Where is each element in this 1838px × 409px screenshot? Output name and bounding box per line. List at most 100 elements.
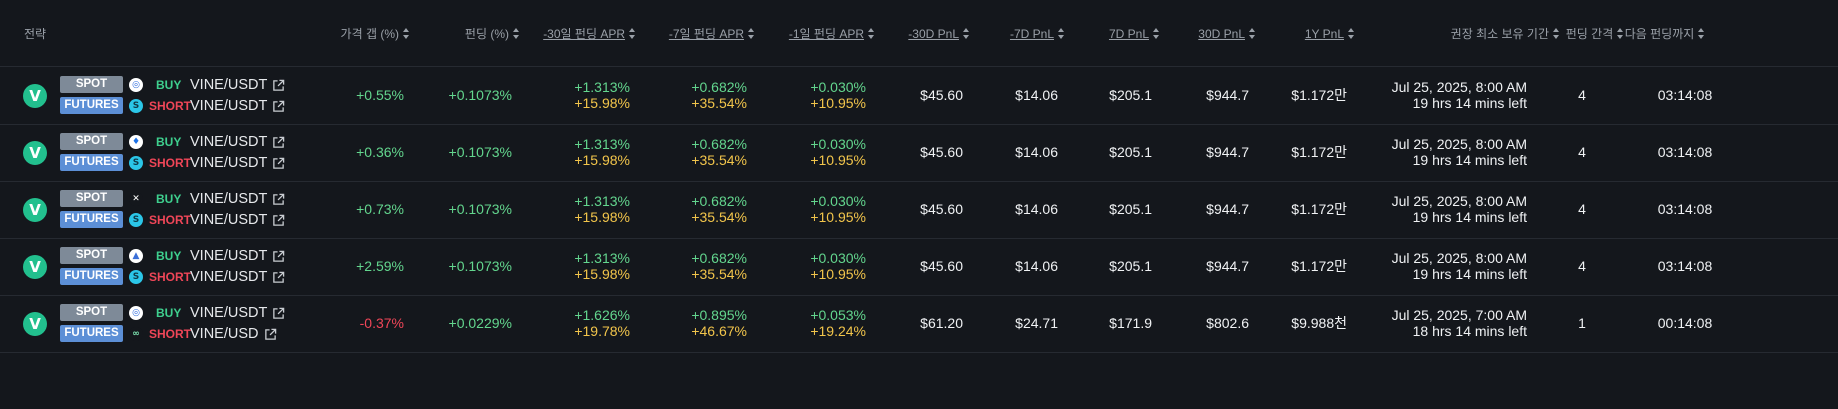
external-link-icon[interactable] bbox=[272, 136, 285, 149]
pnl-30d-value: $944.7 bbox=[1206, 258, 1249, 274]
pnl-7d-value: $171.9 bbox=[1109, 315, 1152, 331]
exchange-a-icon: ◎ bbox=[129, 78, 143, 92]
spot-pair[interactable]: VINE/USDT bbox=[190, 305, 268, 321]
spot-pair[interactable]: VINE/USDT bbox=[190, 248, 268, 264]
sort-icon bbox=[868, 28, 875, 39]
apr-30d-cell: +1.313% +15.98% bbox=[540, 135, 630, 171]
pnl-30d-value: $944.7 bbox=[1206, 201, 1249, 217]
apr-1d-cell: +0.030% +10.95% bbox=[776, 192, 866, 228]
apr-1d-cell: +0.053% +19.24% bbox=[776, 306, 866, 342]
pnl-1y-value: $1.172만 bbox=[1291, 258, 1347, 274]
pnl-7d-value: $205.1 bbox=[1109, 201, 1152, 217]
pnl-30d-value: $802.6 bbox=[1206, 315, 1249, 331]
apr-30d-annualized: +15.98% bbox=[574, 266, 630, 282]
spot-pair[interactable]: VINE/USDT bbox=[190, 191, 268, 207]
external-link-icon[interactable] bbox=[272, 214, 285, 227]
price-gap-value: +2.59% bbox=[356, 258, 404, 274]
spot-badge: SPOT bbox=[60, 304, 123, 321]
sort-icon bbox=[629, 28, 636, 39]
spot-badge: SPOT bbox=[60, 76, 123, 93]
apr-7d-annualized: +35.54% bbox=[691, 209, 747, 225]
apr-7d-cell: +0.682% +35.54% bbox=[657, 249, 747, 285]
external-link-icon[interactable] bbox=[272, 79, 285, 92]
holding-time-left: 19 hrs 14 mins left bbox=[1412, 209, 1527, 225]
holding-period-cell: Jul 25, 2025, 8:00 AM 19 hrs 14 mins lef… bbox=[1357, 78, 1527, 114]
next-funding-countdown: 03:14:08 bbox=[1657, 87, 1713, 103]
external-link-icon[interactable] bbox=[272, 307, 285, 320]
apr-1d-annualized: +10.95% bbox=[810, 266, 866, 282]
short-label: SHORT bbox=[149, 327, 191, 341]
table-row[interactable]: V SPOT FUTURES ◎ ∞ BUY SHORT VINE/USDT V… bbox=[0, 295, 1838, 353]
exchange-d-icon: ▲ bbox=[129, 249, 143, 263]
futures-pair[interactable]: VINE/USD bbox=[190, 326, 259, 342]
futures-badge: FUTURES bbox=[60, 154, 123, 171]
header-price-gap[interactable]: 가격 갭 (%) bbox=[320, 26, 410, 42]
apr-1d-value: +0.030% bbox=[810, 250, 866, 266]
vine-token-icon: V bbox=[23, 141, 47, 165]
header-next-funding[interactable]: 다음 펀딩까지 bbox=[1610, 26, 1720, 42]
funding-value: +0.1073% bbox=[448, 87, 512, 103]
header-funding[interactable]: 펀딩 (%) bbox=[430, 26, 520, 42]
exchange-f-icon: S bbox=[129, 213, 143, 227]
next-funding-countdown: 03:14:08 bbox=[1657, 144, 1713, 160]
funding-interval-value: 4 bbox=[1578, 201, 1586, 217]
funding-interval-value: 4 bbox=[1578, 258, 1586, 274]
apr-7d-cell: +0.682% +35.54% bbox=[657, 78, 747, 114]
header-min-holding-period[interactable]: 권장 최소 보유 기간 bbox=[1380, 26, 1560, 42]
pnl-minus-7d-value: $24.71 bbox=[1015, 315, 1058, 331]
apr-1d-cell: +0.030% +10.95% bbox=[776, 78, 866, 114]
apr-1d-value: +0.053% bbox=[810, 307, 866, 323]
spot-badge: SPOT bbox=[60, 247, 123, 264]
apr-1d-annualized: +19.24% bbox=[810, 323, 866, 339]
header-pnl-minus-7d[interactable]: -7D PnL bbox=[965, 26, 1065, 42]
header-apr-1d[interactable]: -1일 펀딩 APR bbox=[760, 26, 875, 42]
holding-date: Jul 25, 2025, 7:00 AM bbox=[1391, 307, 1527, 323]
external-link-icon[interactable] bbox=[272, 157, 285, 170]
table-row[interactable]: V SPOT FUTURES ◎ S BUY SHORT VINE/USDT V… bbox=[0, 67, 1838, 125]
header-pnl-30d[interactable]: 30D PnL bbox=[1156, 26, 1256, 42]
next-funding-countdown: 03:14:08 bbox=[1657, 201, 1713, 217]
external-link-icon[interactable] bbox=[272, 271, 285, 284]
header-funding-interval[interactable]: 펀딩 간격 bbox=[1555, 26, 1635, 42]
header-apr-30d[interactable]: -30일 펀딩 APR bbox=[520, 26, 636, 42]
pnl-1y-value: $9.988천 bbox=[1291, 315, 1347, 331]
table-row[interactable]: V SPOT FUTURES ▲ S BUY SHORT VINE/USDT V… bbox=[0, 238, 1838, 296]
header-pnl-minus-30d[interactable]: -30D PnL bbox=[870, 26, 970, 42]
external-link-icon[interactable] bbox=[272, 193, 285, 206]
pnl-minus-30d-value: $45.60 bbox=[920, 87, 963, 103]
exchange-b-icon: ♦ bbox=[129, 135, 143, 149]
apr-7d-value: +0.682% bbox=[691, 79, 747, 95]
table-row[interactable]: V SPOT FUTURES ✕ S BUY SHORT VINE/USDT V… bbox=[0, 181, 1838, 239]
apr-30d-value: +1.313% bbox=[574, 79, 630, 95]
spot-pair[interactable]: VINE/USDT bbox=[190, 134, 268, 150]
exchange-f-icon: S bbox=[129, 270, 143, 284]
pnl-minus-30d-value: $45.60 bbox=[920, 201, 963, 217]
pnl-7d-value: $205.1 bbox=[1109, 258, 1152, 274]
header-pnl-7d[interactable]: 7D PnL bbox=[1060, 26, 1160, 42]
futures-pair[interactable]: VINE/USDT bbox=[190, 98, 268, 114]
futures-pair[interactable]: VINE/USDT bbox=[190, 269, 268, 285]
apr-7d-value: +0.682% bbox=[691, 250, 747, 266]
apr-30d-value: +1.313% bbox=[574, 193, 630, 209]
buy-label: BUY bbox=[156, 78, 182, 92]
short-label: SHORT bbox=[149, 213, 191, 227]
header-apr-7d[interactable]: -7일 펀딩 APR bbox=[640, 26, 755, 42]
spot-badge: SPOT bbox=[60, 133, 123, 150]
spot-pair[interactable]: VINE/USDT bbox=[190, 77, 268, 93]
external-link-icon[interactable] bbox=[272, 100, 285, 113]
pnl-minus-7d-value: $14.06 bbox=[1015, 87, 1058, 103]
short-label: SHORT bbox=[149, 156, 191, 170]
holding-date: Jul 25, 2025, 8:00 AM bbox=[1391, 193, 1527, 209]
futures-pair[interactable]: VINE/USDT bbox=[190, 212, 268, 228]
apr-30d-cell: +1.313% +15.98% bbox=[540, 192, 630, 228]
futures-pair[interactable]: VINE/USDT bbox=[190, 155, 268, 171]
pnl-1y-value: $1.172만 bbox=[1291, 87, 1347, 103]
header-pnl-1y[interactable]: 1Y PnL bbox=[1255, 26, 1355, 42]
external-link-icon[interactable] bbox=[264, 328, 277, 341]
funding-interval-value: 4 bbox=[1578, 87, 1586, 103]
pnl-minus-30d-value: $45.60 bbox=[920, 144, 963, 160]
table-row[interactable]: V SPOT FUTURES ♦ S BUY SHORT VINE/USDT V… bbox=[0, 124, 1838, 182]
sort-icon bbox=[1058, 28, 1065, 39]
external-link-icon[interactable] bbox=[272, 250, 285, 263]
